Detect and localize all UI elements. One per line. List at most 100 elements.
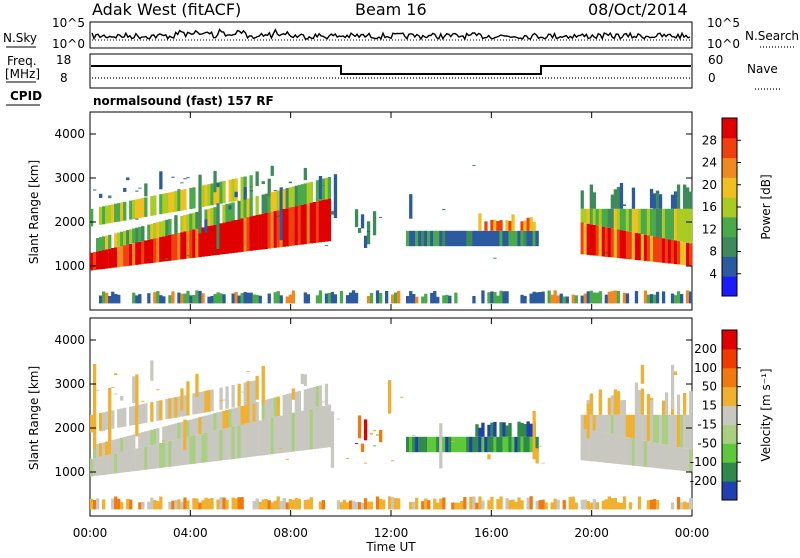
- heatmap-cell: [132, 434, 136, 450]
- heatmap-cell: [427, 436, 431, 453]
- heatmap-cell: [655, 500, 660, 510]
- heatmap-cell: [580, 428, 584, 461]
- heatmap-cell: [514, 230, 518, 247]
- heatmap-cell: [652, 294, 657, 304]
- heatmap-cell: [276, 398, 280, 405]
- heatmap-cell: [291, 412, 295, 452]
- heatmap-cell: [93, 252, 97, 270]
- nsky-trace: [91, 28, 691, 41]
- cpid-label: CPID: [10, 89, 42, 103]
- heatmap-cell: [655, 291, 660, 304]
- heatmap-cell: [680, 208, 684, 242]
- heatmap-cell: [517, 230, 521, 247]
- heatmap-cell: [174, 397, 178, 402]
- heatmap-cell: [631, 187, 636, 209]
- velocity-colorbar: 200 100 50 15 -15 -50 -100 -200: [690, 330, 741, 501]
- heatmap-cell: [117, 232, 121, 247]
- heatmap-cell: [117, 294, 121, 304]
- heatmap-cell: [234, 291, 238, 304]
- heatmap-cell: [689, 449, 693, 472]
- heatmap-cell: [204, 390, 208, 413]
- colorbar-segment: [722, 197, 737, 218]
- colorbar-tick: 24: [702, 156, 717, 170]
- heatmap-cell: [222, 222, 226, 255]
- heatmap-cell: [613, 498, 617, 510]
- x-tick-label: 12:00: [374, 526, 409, 540]
- heatmap-cell: [601, 226, 605, 257]
- heatmap-cell: [683, 242, 687, 266]
- heatmap-cell: [150, 196, 154, 216]
- heatmap-cell: [171, 424, 175, 441]
- heatmap-cell: [180, 293, 184, 304]
- heatmap-cell: [153, 444, 157, 469]
- heatmap-cell: [129, 243, 133, 266]
- heatmap-cell: [357, 415, 362, 439]
- heatmap-cell: [535, 448, 539, 464]
- colorbar-segment: [722, 481, 737, 501]
- heatmap-cell: [255, 196, 259, 215]
- heatmap-cell: [255, 498, 259, 510]
- heatmap-cell: [222, 294, 226, 304]
- heatmap-cell: [180, 189, 184, 211]
- heatmap-cell: [490, 219, 494, 231]
- station-title: Adak West (fitACF): [92, 0, 241, 19]
- heatmap-cell: [667, 208, 672, 240]
- heatmap-cell: [366, 231, 371, 233]
- heatmap-cell: [279, 187, 283, 189]
- heatmap-cell: [363, 462, 368, 464]
- heatmap-cell: [424, 498, 428, 510]
- heatmap-cell: [102, 430, 106, 432]
- heatmap-cell: [622, 436, 627, 465]
- heatmap-cell: [523, 220, 527, 231]
- heatmap-cell: [105, 249, 109, 269]
- colorbar-segment: [722, 276, 737, 297]
- heatmap-cell: [309, 387, 313, 409]
- heatmap-cell: [213, 224, 217, 256]
- heatmap-cell: [607, 496, 611, 510]
- heatmap-cell: [505, 425, 509, 437]
- heatmap-cell: [454, 502, 458, 510]
- heatmap-cell: [126, 177, 130, 181]
- heatmap-cell: [649, 188, 654, 209]
- heatmap-cell: [643, 208, 648, 235]
- heatmap-cell: [586, 291, 590, 304]
- heatmap-cell: [505, 230, 509, 247]
- heatmap-cell: [640, 440, 645, 467]
- heatmap-cell: [147, 501, 151, 510]
- heatmap-cell: [222, 204, 226, 223]
- heatmap-cell: [565, 296, 569, 304]
- heatmap-cell: [198, 228, 202, 258]
- heatmap-cell: [354, 502, 359, 510]
- heatmap-cell: [99, 412, 103, 431]
- heatmap-cell: [532, 230, 536, 247]
- heatmap-cell: [634, 382, 639, 466]
- heatmap-cell: [105, 411, 109, 430]
- heatmap-cell: [592, 192, 596, 209]
- heatmap-cell: [258, 214, 262, 250]
- heatmap-cell: [421, 501, 425, 510]
- heatmap-cell: [658, 414, 663, 444]
- heatmap-cell: [463, 230, 467, 247]
- heatmap-cell: [321, 401, 326, 403]
- heatmap-cell: [306, 388, 310, 410]
- heatmap-cell: [291, 186, 295, 207]
- heatmap-cell: [586, 208, 590, 224]
- heatmap-cell: [574, 502, 578, 510]
- heatmap-cell: [90, 208, 94, 227]
- heatmap-cell: [628, 414, 633, 438]
- heatmap-cell: [99, 295, 103, 304]
- heatmap-cell: [270, 502, 274, 510]
- heatmap-cell: [496, 221, 500, 231]
- heatmap-cell: [237, 497, 241, 510]
- heatmap-cell: [363, 235, 368, 248]
- heatmap-cell: [610, 434, 614, 464]
- heatmap-cell: [598, 226, 602, 257]
- heatmap-cell: [171, 291, 175, 304]
- heatmap-cell: [520, 221, 524, 231]
- heatmap-cell: [391, 294, 395, 304]
- heatmap-cell: [231, 426, 235, 459]
- heatmap-cell: [583, 223, 587, 255]
- heatmap-cell: [348, 292, 353, 304]
- heatmap-cell: [559, 293, 563, 304]
- heatmap-cell: [219, 387, 223, 410]
